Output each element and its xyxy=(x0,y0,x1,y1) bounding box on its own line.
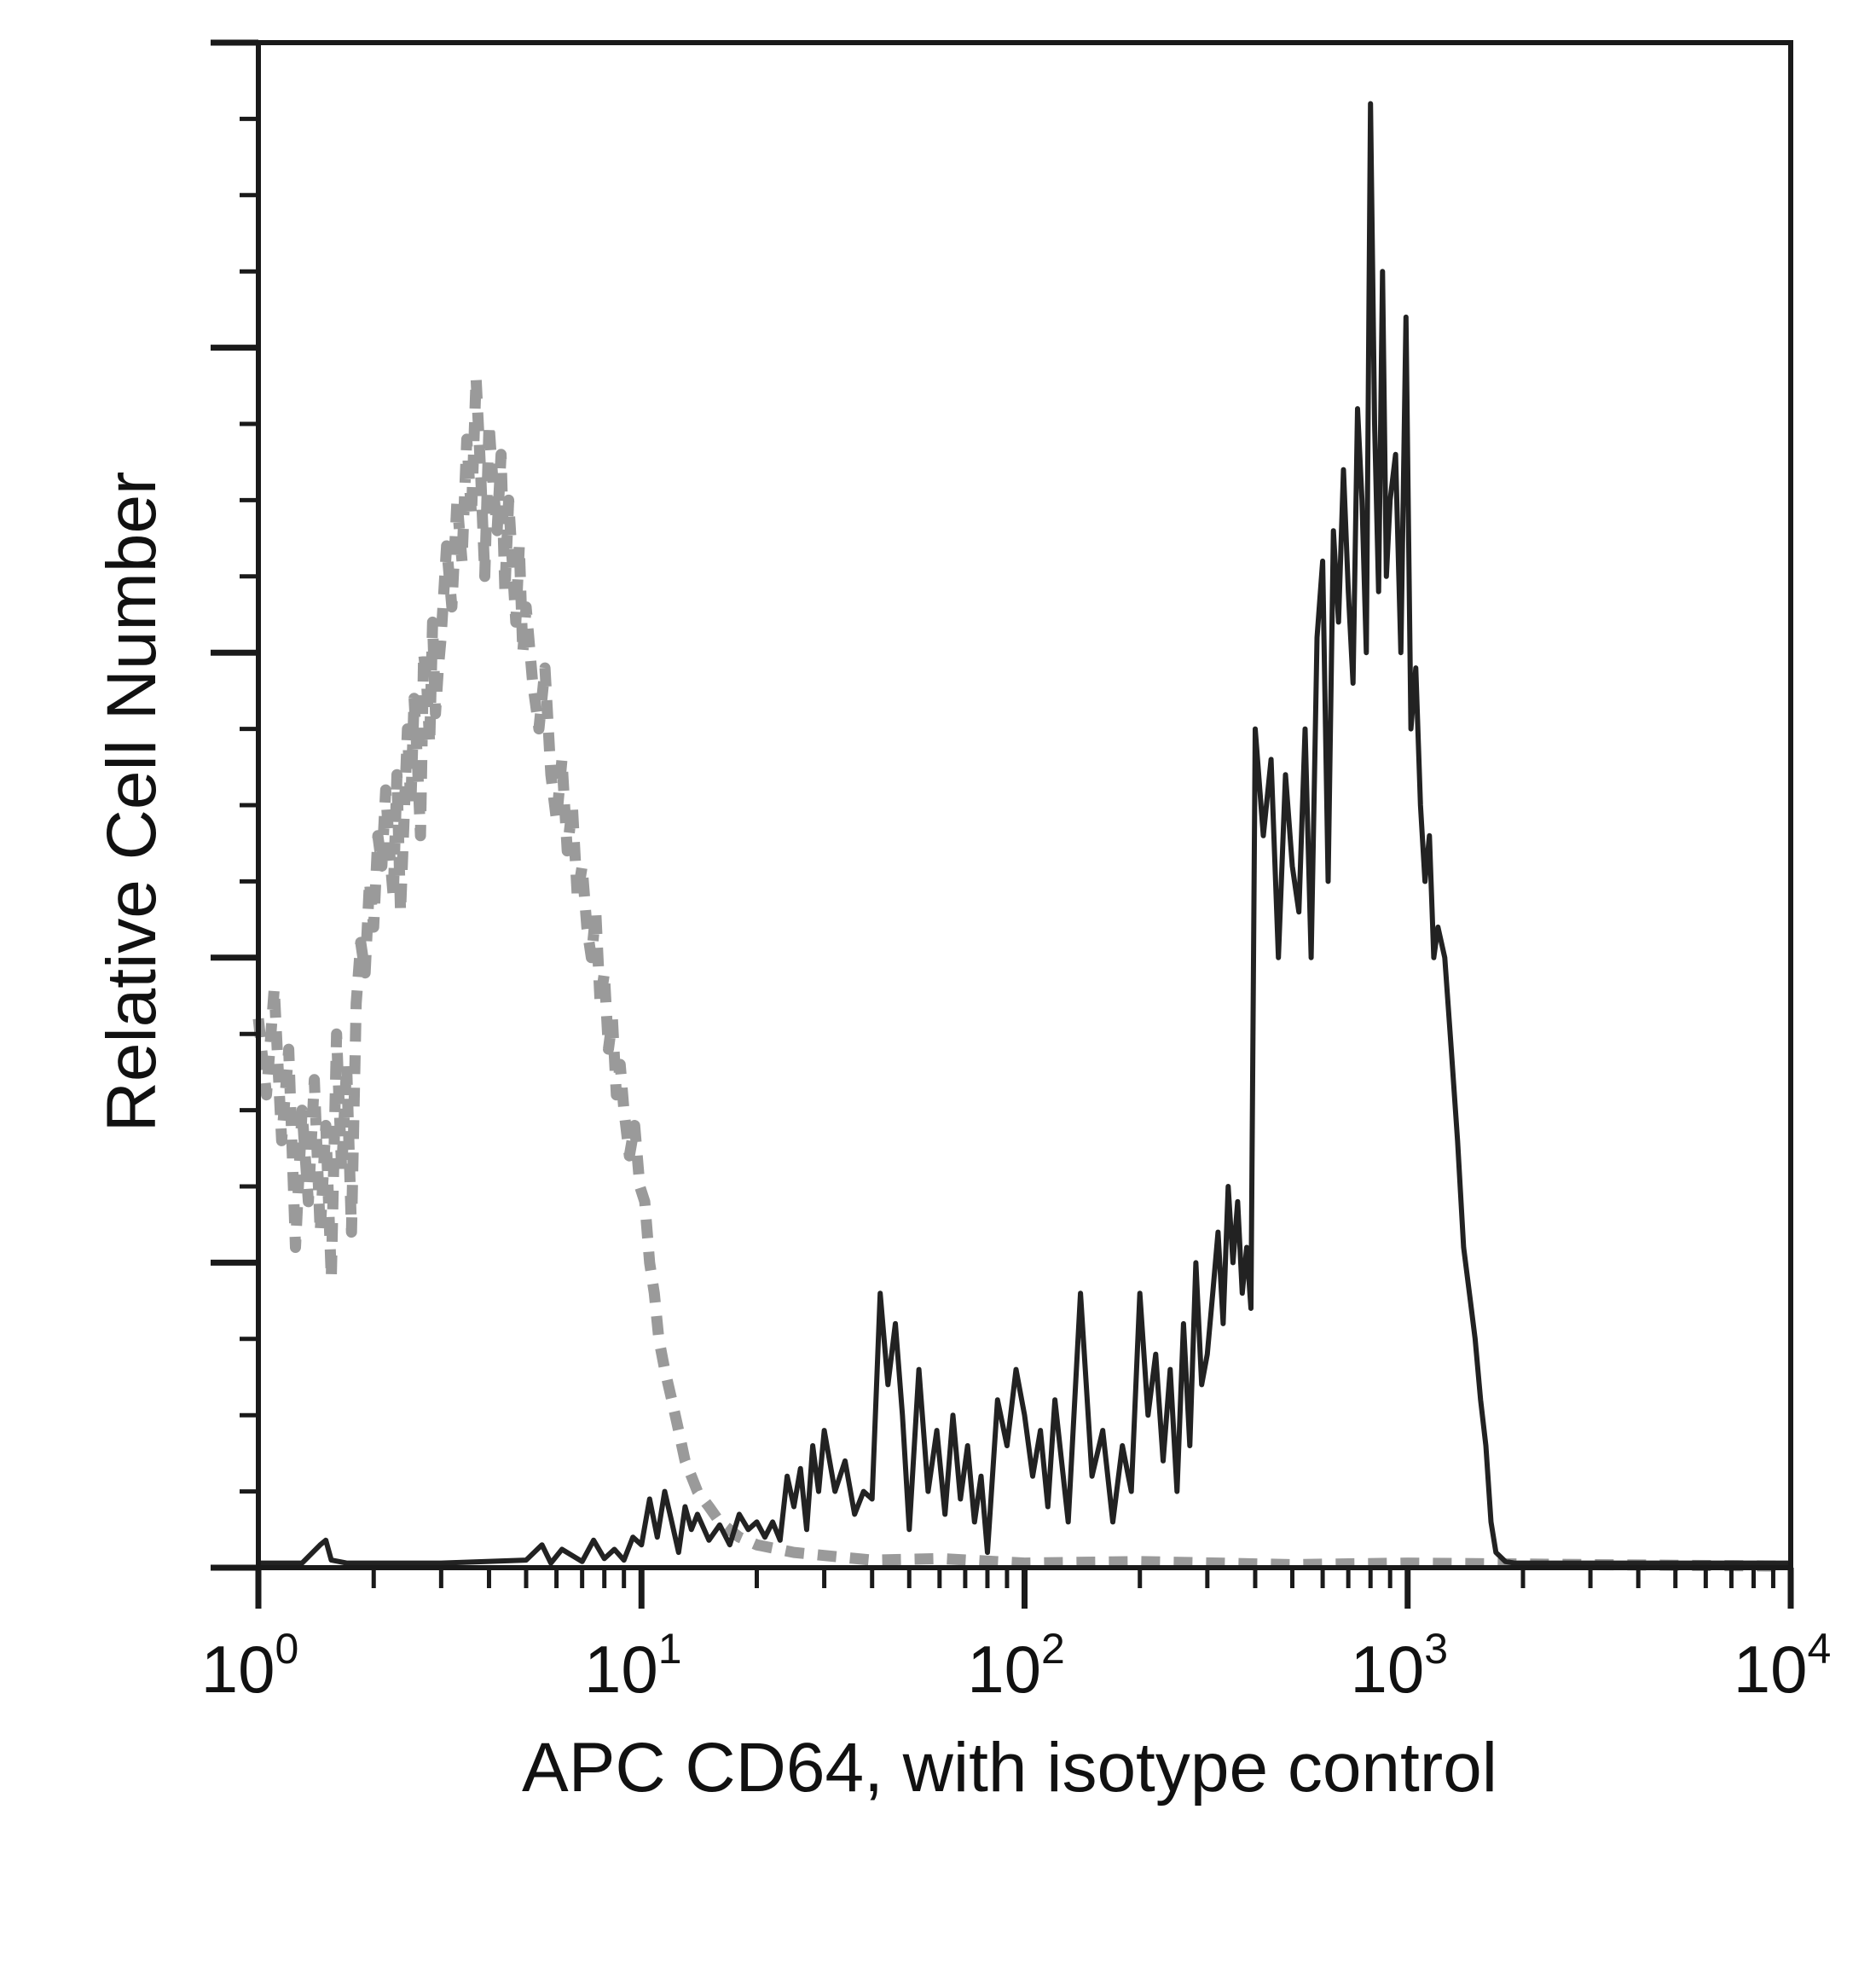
x-tick-label: 100 xyxy=(201,1625,299,1707)
x-tick-label: 104 xyxy=(1734,1625,1832,1707)
plot-frame xyxy=(256,40,1793,1570)
x-axis-ticks xyxy=(255,1568,1794,1609)
x-tick-label: 103 xyxy=(1350,1625,1448,1707)
series-apc-cd64 xyxy=(258,101,1791,1566)
x-tick-label: 101 xyxy=(584,1625,682,1707)
y-axis-label: Relative Cell Number xyxy=(93,472,171,1133)
x-tick-labels: 100 101 102 103 104 xyxy=(201,1625,1832,1707)
x-tick-label: 102 xyxy=(967,1625,1065,1707)
series-isotype-control xyxy=(252,372,1792,1572)
series-layer xyxy=(252,101,1792,1572)
y-axis-ticks xyxy=(211,39,258,1571)
x-axis-label: APC CD64, with isotype control xyxy=(522,1729,1497,1807)
